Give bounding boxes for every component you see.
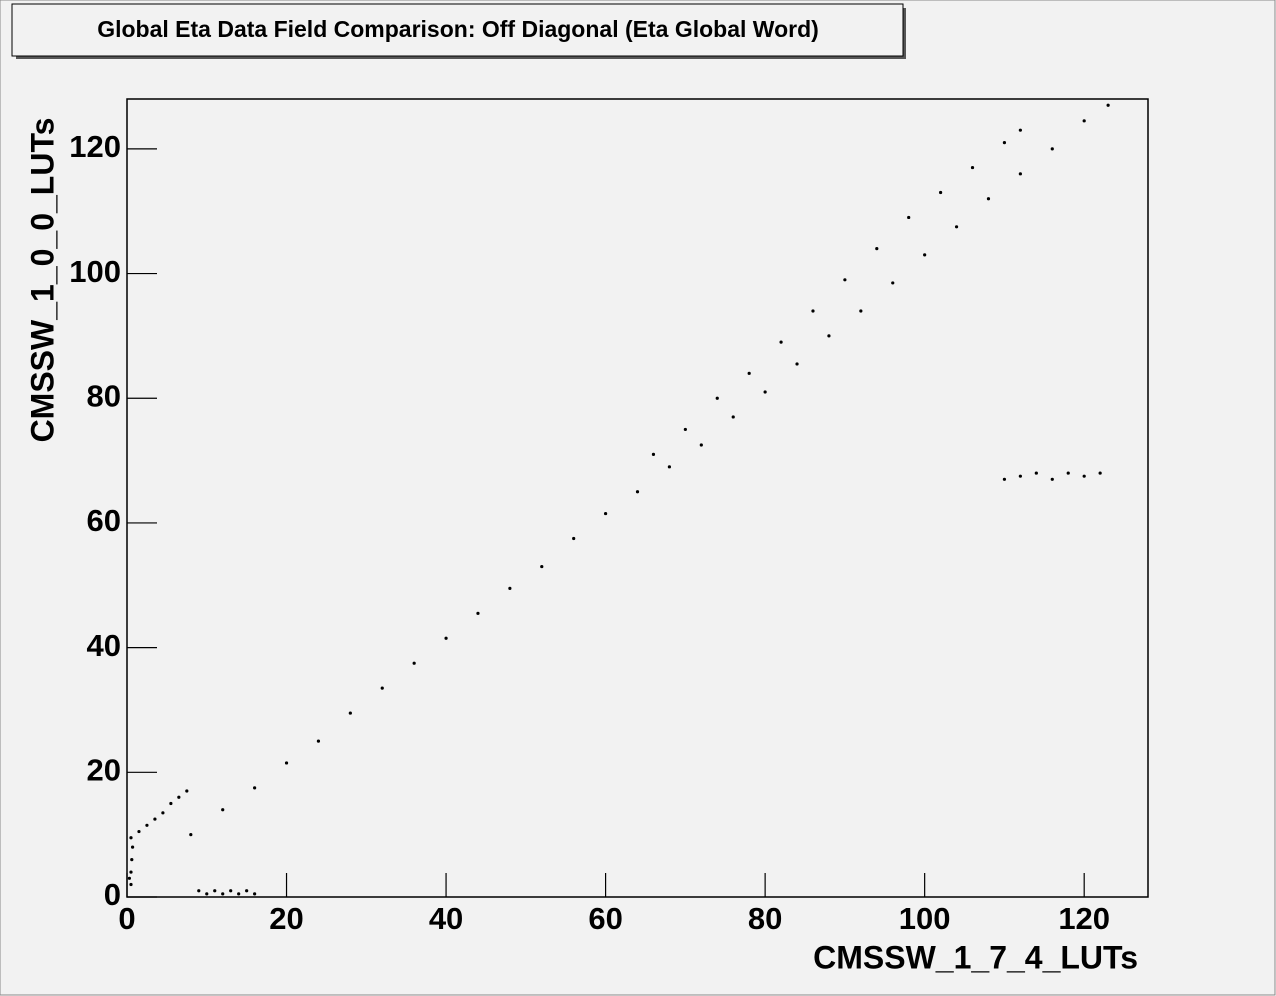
point [189,833,193,837]
point [811,309,815,313]
point [412,661,416,665]
point [1082,474,1086,478]
point [779,340,783,344]
x-tick-label: 0 [118,901,135,936]
point [667,465,672,469]
point [380,686,384,690]
y-axis-label: CMSSW_1_0_0_LUTs [24,118,60,443]
point [1002,477,1007,481]
point [1106,103,1110,107]
point [129,882,133,887]
point [197,889,201,893]
point [939,190,943,195]
point [827,334,831,338]
x-axis-label: CMSSW_1_7_4_LUTs [813,939,1138,975]
point [177,795,181,799]
point [891,281,895,285]
x-tick-label: 20 [269,901,303,936]
point [986,197,991,201]
point [1066,471,1070,475]
point [923,253,927,257]
plot-frame [126,98,1149,898]
point [129,836,133,840]
point [205,892,209,896]
x-tick-label: 80 [748,901,782,936]
point [253,892,257,896]
point [907,215,911,220]
point [603,511,608,516]
point [1034,471,1038,475]
point [444,636,448,640]
point [185,789,189,793]
point [245,889,249,893]
point [130,857,134,862]
point [213,889,217,893]
point [476,611,480,615]
y-tick-label: 0 [104,877,121,912]
point [1018,172,1022,176]
x-tick-label: 40 [429,901,463,936]
point [747,371,751,375]
y-tick-label: 40 [87,628,121,663]
point [237,892,241,896]
point [763,390,767,394]
point [635,490,640,494]
point [715,396,719,400]
point [1050,147,1054,151]
y-tick-label: 60 [87,503,121,538]
point [970,165,975,170]
point [221,808,225,812]
point [221,892,225,896]
point [1050,477,1054,481]
point [130,845,135,849]
point [1018,474,1022,478]
point [127,876,131,880]
y-tick-label: 80 [87,378,121,413]
point [540,564,544,569]
point [843,278,847,282]
point [731,415,735,419]
point [508,586,512,590]
point [145,823,149,827]
point [137,829,141,834]
chart-title: Global Eta Data Field Comparison: Off Di… [97,16,819,42]
point [954,225,959,229]
y-tick-label: 120 [69,129,121,164]
point [129,870,133,874]
point [859,309,863,313]
point [169,801,173,806]
point [229,889,233,893]
y-tick-label: 20 [87,753,121,788]
x-tick-label: 60 [588,901,622,936]
point [253,786,257,790]
x-tick-label: 120 [1058,901,1110,936]
point [1098,471,1102,475]
title-box [11,3,904,57]
point [1002,141,1007,145]
point [316,739,321,743]
point [153,817,157,821]
point [795,362,799,366]
point [875,247,879,251]
point [284,761,289,765]
y-tick-label: 100 [69,254,121,289]
point [572,536,576,541]
x-tick-label: 100 [899,901,951,936]
point [683,427,687,432]
point [161,811,165,815]
point [348,711,352,715]
point [651,452,656,456]
point [699,443,703,447]
point [1018,128,1022,132]
point [1082,119,1086,123]
